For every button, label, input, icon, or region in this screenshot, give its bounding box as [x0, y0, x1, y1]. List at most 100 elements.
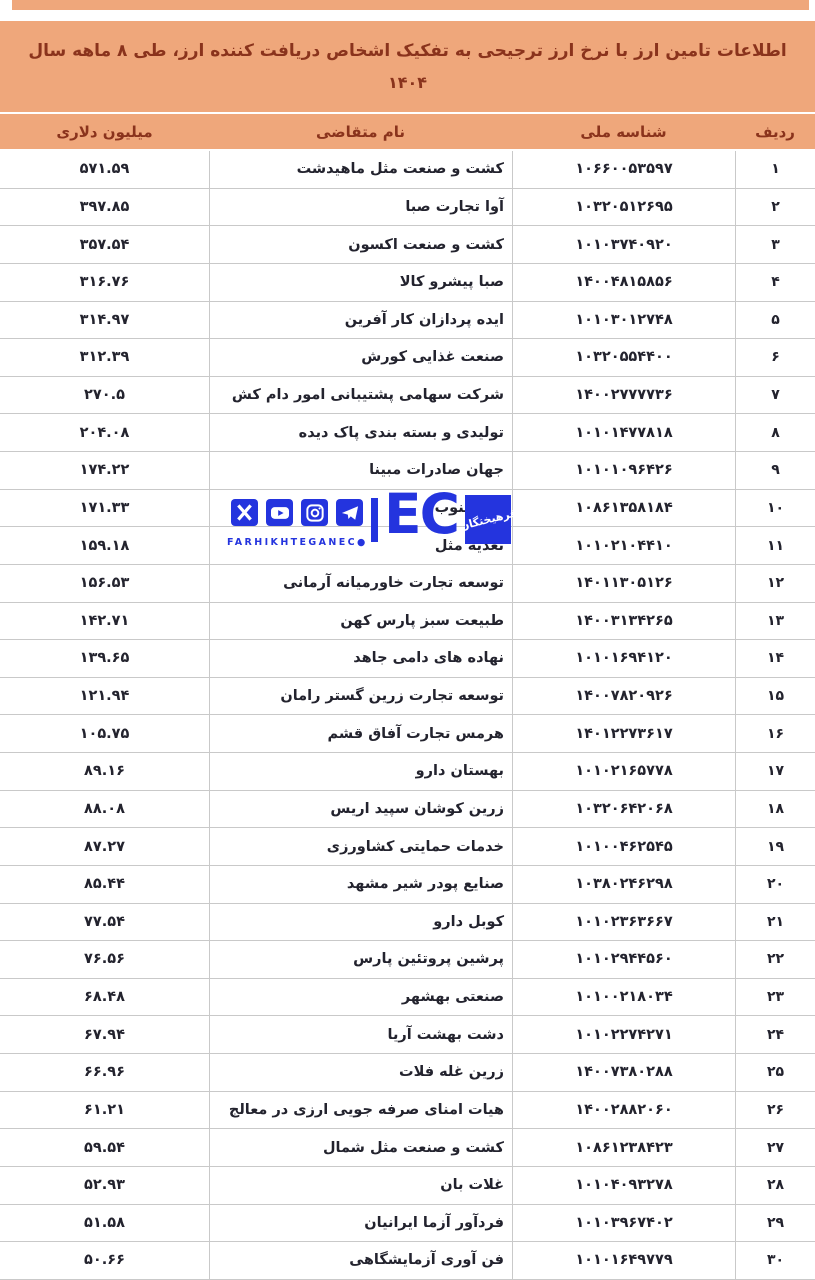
applicant-name-cell: صنعت غذایی کورش: [209, 339, 512, 376]
table-row: ۷ ۱۴۰۰۲۷۷۷۷۳۶ شرکت سهامی پشتیبانی امور د…: [0, 376, 815, 415]
applicant-name-cell: پرشین پروتئین پارس: [209, 941, 512, 978]
amount-cell: ۵۷۱.۵۹: [79, 161, 130, 178]
amount-cell: ۳۱۲.۳۹: [79, 349, 130, 366]
row-index-cell: ۲۱: [735, 903, 815, 941]
national-id-cell: ۱۰۳۸۰۲۴۶۲۹۸: [512, 865, 735, 903]
national-id-cell: ۱۴۰۰۷۸۲۰۹۲۶: [512, 677, 735, 715]
applicant-name-cell: کوبل دارو: [209, 903, 512, 941]
applicant-name-cell: هیات امنای صرفه جویی ارزی در معالج: [209, 1091, 512, 1129]
table-row: ۱۷ ۱۰۱۰۲۱۶۵۷۷۸ بهستان دارو ۸۹.۱۶: [0, 753, 815, 791]
row-index-cell: ۲۷: [735, 1129, 815, 1166]
table-row: ۱۰ ۱۰۸۶۱۳۵۸۱۸۴ دره جنوب ۱۷۱.۳۳: [0, 489, 815, 528]
national-id-cell: ۱۴۰۰۴۸۱۵۸۵۶: [512, 263, 735, 301]
national-id-cell: ۱۰۱۰۰۴۶۲۵۴۵: [512, 828, 735, 865]
table-row: ۲۲ ۱۰۱۰۲۹۴۴۵۶۰ پرشین پروتئین پارس ۷۶.۵۶: [0, 941, 815, 979]
national-id-cell: ۱۰۱۰۱۴۷۷۸۱۸: [512, 414, 735, 451]
national-id-cell: ۱۰۱۰۲۲۷۴۲۷۱: [512, 1016, 735, 1053]
applicant-name-cell: زرین کوشان سپید اریس: [209, 790, 512, 828]
row-index-cell: ۱۸: [735, 790, 815, 828]
table-body: ۱ ۱۰۶۶۰۰۵۳۵۹۷ کشت و صنعت مثل ماهیدشت ۵۷۱…: [0, 151, 815, 1280]
table-row: ۴ ۱۴۰۰۴۸۱۵۸۵۶ صبا پیشرو کالا ۳۱۶.۷۶: [0, 263, 815, 302]
national-id-cell: ۱۰۸۶۱۲۳۸۴۲۳: [512, 1129, 735, 1166]
national-id-cell: ۱۰۱۰۴۰۹۳۲۷۸: [512, 1166, 735, 1204]
national-id-cell: ۱۰۶۶۰۰۵۳۵۹۷: [512, 151, 735, 188]
national-id-cell: ۱۴۰۱۲۲۷۳۶۱۷: [512, 715, 735, 752]
national-id-cell: ۱۰۱۰۲۳۶۳۶۶۷: [512, 903, 735, 941]
amount-cell: ۵۹.۵۴: [84, 1139, 125, 1156]
national-id-cell: ۱۰۸۶۱۳۵۸۱۸۴: [512, 489, 735, 527]
applicant-name-cell: صنایع پودر شیر مشهد: [209, 865, 512, 903]
amount-cell: ۵۱.۵۸: [84, 1214, 125, 1231]
applicant-name-cell: صنعتی بهشهر: [209, 978, 512, 1016]
row-index-cell: ۲۳: [735, 978, 815, 1016]
national-id-cell: ۱۰۱۰۳۷۴۰۹۲۰: [512, 226, 735, 263]
table-row: ۳۰ ۱۰۱۰۱۶۴۹۷۷۹ فن آوری آزمایشگاهی ۵۰.۶۶: [0, 1242, 815, 1280]
table-row: ۱۴ ۱۰۱۰۱۶۹۴۱۲۰ نهاده های دامی جاهد ۱۳۹.۶…: [0, 640, 815, 678]
top-accent-strip: [12, 0, 809, 10]
header-applicant-name: نام متقاضی: [316, 122, 405, 141]
row-index-cell: ۲۰: [735, 865, 815, 903]
table-row: ۲۹ ۱۰۱۰۳۹۶۷۴۰۲ فردآور آزما ایرانیان ۵۱.۵…: [0, 1204, 815, 1243]
table-row: ۲ ۱۰۳۲۰۵۱۲۶۹۵ آوا تجارت صبا ۳۹۷.۸۵: [0, 188, 815, 227]
amount-cell: ۸۸.۰۸: [84, 800, 125, 817]
amount-cell: ۲۷۰.۵: [84, 387, 125, 404]
applicant-name-cell: صبا پیشرو کالا: [209, 263, 512, 301]
applicant-name-cell: دره جنوب: [209, 489, 512, 527]
row-index-cell: ۹: [735, 452, 815, 489]
applicant-name-cell: شرکت سهامی پشتیبانی امور دام کش: [209, 376, 512, 414]
amount-cell: ۸۹.۱۶: [84, 763, 125, 780]
applicant-name-cell: کشت و صنعت مثل شمال: [209, 1129, 512, 1166]
applicant-name-cell: توسعه تجارت زرین گستر رامان: [209, 677, 512, 715]
amount-cell: ۱۴۲.۷۱: [79, 612, 130, 629]
row-index-cell: ۲۶: [735, 1091, 815, 1129]
row-index-cell: ۱۶: [735, 715, 815, 752]
applicant-name-cell: فردآور آزما ایرانیان: [209, 1204, 512, 1242]
table-row: ۲۵ ۱۴۰۰۷۳۸۰۲۸۸ زرین غله فلات ۶۶.۹۶: [0, 1054, 815, 1092]
applicant-name-cell: کشت و صنعت اکسون: [209, 226, 512, 263]
applicant-name-cell: هرمس تجارت آفاق قشم: [209, 715, 512, 752]
applicant-name-cell: نهاده های دامی جاهد: [209, 640, 512, 677]
table-row: ۱۸ ۱۰۳۲۰۶۴۲۰۶۸ زرین کوشان سپید اریس ۸۸.۰…: [0, 790, 815, 829]
table-row: ۲۷ ۱۰۸۶۱۲۳۸۴۲۳ کشت و صنعت مثل شمال ۵۹.۵۴: [0, 1129, 815, 1167]
amount-cell: ۱۵۹.۱۸: [79, 537, 130, 554]
amount-cell: ۵۰.۶۶: [84, 1252, 125, 1269]
amount-cell: ۳۱۴.۹۷: [79, 311, 130, 328]
row-index-cell: ۲۸: [735, 1166, 815, 1204]
row-index-cell: ۲۹: [735, 1204, 815, 1242]
header-row-index: ردیف: [755, 122, 795, 141]
national-id-cell: ۱۴۰۰۲۸۸۲۰۶۰: [512, 1091, 735, 1129]
amount-cell: ۶۶.۹۶: [84, 1064, 125, 1081]
table-row: ۱۲ ۱۴۰۱۱۳۰۵۱۲۶ توسعه تجارت خاورمیانه آرم…: [0, 564, 815, 603]
national-id-cell: ۱۰۳۲۰۵۵۴۴۰۰: [512, 339, 735, 376]
applicant-name-cell: توسعه تجارت خاورمیانه آرمانی: [209, 564, 512, 602]
amount-cell: ۱۵۶.۵۳: [79, 575, 130, 592]
table-row: ۱۱ ۱۰۱۰۲۱۰۴۴۱۰ تغذیه مثل ۱۵۹.۱۸: [0, 527, 815, 565]
row-index-cell: ۳۰: [735, 1242, 815, 1279]
title-band: اطلاعات تامین ارز با نرخ ارز ترجیحی به ت…: [0, 21, 815, 112]
row-index-cell: ۱۱: [735, 527, 815, 564]
row-index-cell: ۴: [735, 263, 815, 301]
national-id-cell: ۱۰۱۰۲۱۰۴۴۱۰: [512, 527, 735, 564]
row-index-cell: ۱۴: [735, 640, 815, 677]
amount-cell: ۷۶.۵۶: [84, 951, 125, 968]
row-index-cell: ۱: [735, 151, 815, 188]
applicant-name-cell: غلات بان: [209, 1166, 512, 1204]
national-id-cell: ۱۰۱۰۲۱۶۵۷۷۸: [512, 753, 735, 790]
table-row: ۱۳ ۱۴۰۰۳۱۳۴۲۶۵ طبیعت سبز پارس کهن ۱۴۲.۷۱: [0, 602, 815, 641]
table-row: ۹ ۱۰۱۰۱۰۹۶۴۲۶ جهان صادرات مبینا ۱۷۴.۲۲: [0, 452, 815, 490]
national-id-cell: ۱۰۱۰۱۰۹۶۴۲۶: [512, 452, 735, 489]
applicant-name-cell: دشت بهشت آریا: [209, 1016, 512, 1053]
table-row: ۱۵ ۱۴۰۰۷۸۲۰۹۲۶ توسعه تجارت زرین گستر رام…: [0, 677, 815, 716]
table-header-row: ردیف شناسه ملی نام متقاضی میلیون دلاری: [0, 114, 815, 151]
row-index-cell: ۲۲: [735, 941, 815, 978]
table-row: ۱ ۱۰۶۶۰۰۵۳۵۹۷ کشت و صنعت مثل ماهیدشت ۵۷۱…: [0, 151, 815, 189]
row-index-cell: ۱۷: [735, 753, 815, 790]
amount-cell: ۲۰۴.۰۸: [79, 424, 130, 441]
national-id-cell: ۱۴۰۰۳۱۳۴۲۶۵: [512, 602, 735, 640]
row-index-cell: ۲۵: [735, 1054, 815, 1091]
applicant-name-cell: آوا تجارت صبا: [209, 188, 512, 226]
table-row: ۸ ۱۰۱۰۱۴۷۷۸۱۸ تولیدی و بسته بندی پاک دید…: [0, 414, 815, 452]
national-id-cell: ۱۴۰۰۲۷۷۷۷۳۶: [512, 376, 735, 414]
amount-cell: ۶۸.۴۸: [84, 989, 125, 1006]
